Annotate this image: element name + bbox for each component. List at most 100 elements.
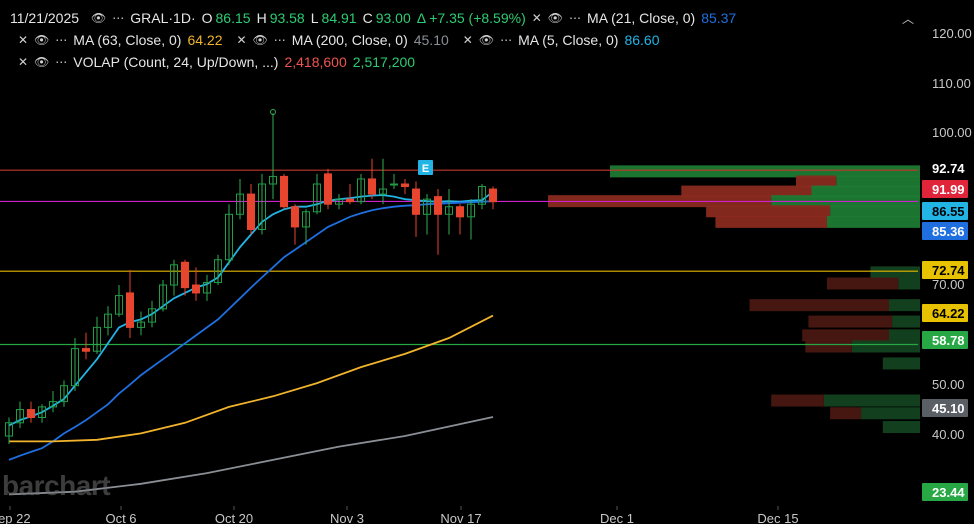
more-icon[interactable]: ⋯ [273, 33, 286, 47]
eye-icon[interactable]: 👁 [34, 33, 50, 47]
candle-body [236, 193, 244, 215]
earnings-marker-icon [418, 160, 433, 175]
candle-body [170, 264, 178, 286]
more-icon[interactable]: ⋯ [569, 11, 582, 25]
candle-body [335, 198, 343, 205]
legend-interval: ·1D· [168, 10, 196, 26]
volume-profile-up-bar [882, 421, 920, 434]
close-icon[interactable]: ✕ [236, 33, 247, 47]
eye-icon[interactable]: 👁 [478, 33, 495, 47]
volume-profile-up-bar [836, 175, 920, 188]
legend-open-label: O [201, 10, 213, 26]
chevron-up-icon[interactable]: ︿ [901, 12, 914, 26]
volume-profile-up-bar [610, 165, 920, 178]
study-ma5-value: 86.60 [624, 32, 660, 48]
x-axis-tick-label: Nov 3 [330, 511, 364, 524]
more-icon[interactable]: ⋯ [55, 33, 68, 47]
volume-profile-up-bar [823, 394, 920, 407]
eye-icon[interactable]: 👁 [252, 33, 268, 47]
y-axis-tick-label: 50.00 [932, 377, 965, 392]
study-ma21-name: MA (21, Close, 0) [587, 10, 696, 26]
price-label: 85.36 [932, 224, 965, 239]
close-icon[interactable]: ✕ [462, 33, 473, 47]
price-label: 23.44 [932, 485, 965, 500]
volume-profile-up-bar [882, 357, 920, 370]
price-label-box [922, 261, 968, 279]
candle-body [115, 295, 123, 315]
candle-body [489, 188, 497, 203]
candle-body [38, 406, 46, 418]
eye-icon[interactable]: 👁 [91, 11, 107, 25]
eye-icon[interactable]: 👁 [34, 55, 50, 69]
y-axis-tick-label: 110.00 [932, 76, 971, 91]
y-axis-tick-label: 40.00 [932, 427, 965, 442]
candle-body [313, 183, 321, 213]
candle-body [379, 188, 387, 195]
study-volap-down: 2,418,600 [284, 54, 347, 70]
study-volap-name: VOLAP (Count, 24, Up/Down, ...) [73, 54, 279, 70]
candle-body [478, 186, 486, 205]
more-icon[interactable]: ⋯ [500, 33, 513, 47]
candle-body [71, 348, 79, 387]
study-ma200-name: MA (200, Close, 0) [291, 32, 408, 48]
x-axis-tick-label: Oct 20 [215, 511, 253, 524]
close-icon[interactable]: ✕ [18, 33, 29, 47]
price-label-box [922, 483, 968, 501]
volume-profile-up-bar [892, 315, 920, 328]
y-axis-tick-label: 100.00 [932, 125, 972, 140]
volume-profile-down-bar [715, 215, 827, 228]
candle-body [434, 196, 442, 215]
candle-body [82, 348, 90, 352]
legend-high-label: H [256, 10, 267, 26]
barchart-watermark: barchart [2, 470, 111, 501]
study-ma63-name: MA (63, Close, 0) [73, 32, 182, 48]
volume-profile-down-bar [796, 175, 837, 188]
candle-body [60, 385, 68, 403]
candle-body [280, 175, 288, 208]
volume-profile-down-bar [681, 185, 812, 198]
volume-profile-down-bar [827, 277, 899, 290]
candle-body [159, 284, 167, 310]
price-label-box [922, 304, 968, 322]
study-ma5-name: MA (5, Close, 0) [518, 32, 619, 48]
candle-body [258, 183, 266, 230]
price-label-box [922, 399, 968, 417]
legend-row-price: 11/21/2025 👁 ⋯ GRAL ·1D· O 86.15 H 93.58… [10, 7, 742, 29]
legend-row-volap: ✕ 👁 ⋯ VOLAP (Count, 24, Up/Down, ...) 2,… [18, 51, 421, 73]
close-icon[interactable]: ✕ [18, 55, 29, 69]
candle-body [192, 284, 200, 294]
candle-body [104, 313, 112, 328]
price-label-box [922, 159, 968, 177]
earnings-marker-label: E [422, 163, 429, 175]
volume-profile-down-bar [771, 394, 824, 407]
high-marker [270, 109, 276, 115]
candle-body [27, 409, 35, 418]
volume-profile-up-bar [811, 185, 920, 198]
volume-profile-up-bar [830, 205, 920, 218]
more-icon[interactable]: ⋯ [55, 55, 68, 69]
more-icon[interactable]: ⋯ [112, 11, 125, 25]
eye-icon[interactable]: 👁 [547, 11, 564, 25]
candle-body [324, 173, 332, 205]
candle-body [357, 178, 365, 203]
close-icon[interactable]: ✕ [531, 11, 542, 25]
candle-body [291, 206, 299, 228]
candle-body [445, 206, 453, 215]
candle-body [456, 206, 464, 218]
x-axis-tick-label: Sep 22 [0, 511, 31, 524]
price-label: 45.10 [932, 401, 965, 416]
legend-symbol: GRAL [130, 10, 169, 26]
moving-average-line [8, 200, 494, 461]
price-label-box [922, 222, 968, 240]
candle-body [126, 292, 134, 328]
study-volap-up: 2,517,200 [352, 54, 416, 70]
legend-close-value: 93.00 [375, 10, 411, 26]
price-label: 92.74 [932, 161, 965, 176]
candle-body [148, 308, 156, 323]
volume-profile-down-bar [706, 205, 831, 218]
candle-body [5, 422, 13, 437]
legend-date: 11/21/2025 [10, 10, 80, 26]
study-ma200-value: 45.10 [413, 32, 449, 48]
candle-body [302, 211, 310, 228]
